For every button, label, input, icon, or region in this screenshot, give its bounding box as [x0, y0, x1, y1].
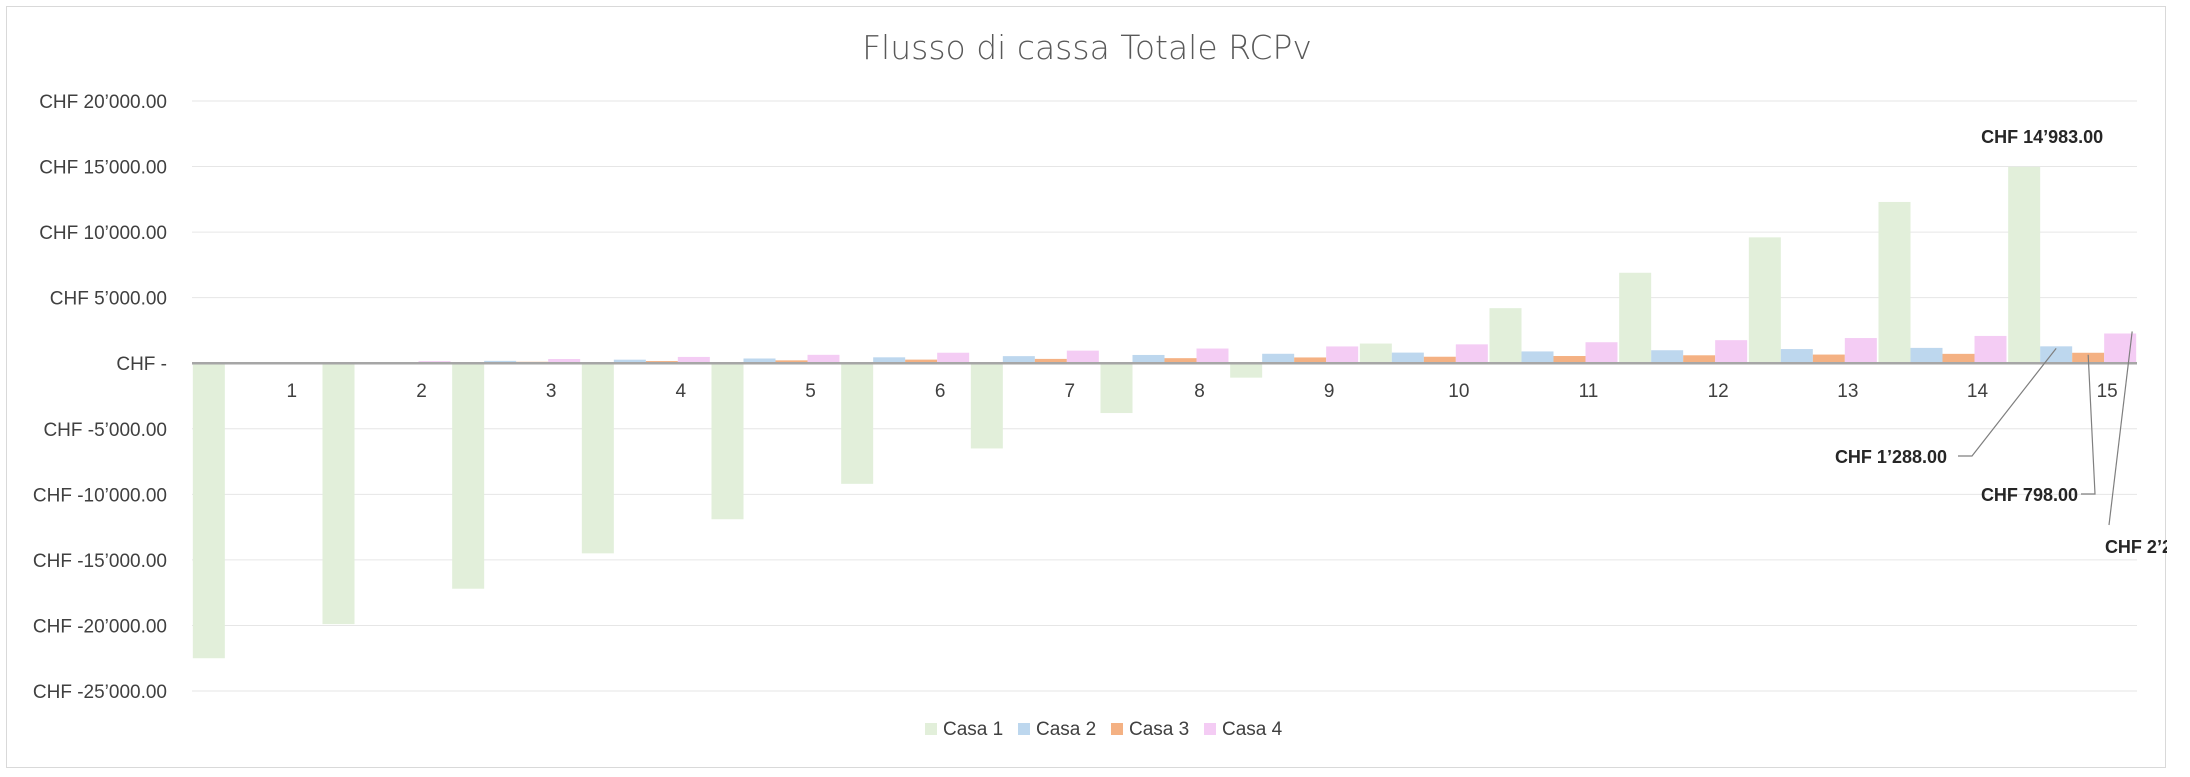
- data-labels: CHF 14’983.00 CHF 1’288.00 CHF 798.00 CHF 2…: [1835, 127, 2167, 557]
- bar-casa-2-13: [1780, 349, 1813, 364]
- bar-casa-2-11: [1521, 351, 1554, 364]
- y-tick-label: CHF 15’000.00: [39, 158, 167, 179]
- x-tick-label: 15: [2097, 381, 2118, 402]
- x-tick-label: 3: [546, 381, 557, 402]
- x-tick-label: 10: [1448, 381, 1469, 402]
- bar-casa-3-12: [1683, 355, 1716, 364]
- bar-casa-2-6: [873, 357, 906, 364]
- bar-casa-3-10: [1423, 356, 1456, 364]
- y-tick-label: CHF 10’000.00: [39, 223, 167, 244]
- bar-casa-1-8: [1100, 363, 1133, 414]
- bar-casa-1-13: [1748, 237, 1781, 364]
- bar-casa-1-2: [322, 363, 355, 625]
- y-tick-label: CHF 20’000.00: [39, 92, 167, 113]
- bar-casa-4-13: [1844, 338, 1877, 364]
- bar-casa-4-10: [1455, 344, 1488, 364]
- bar-casa-4-14: [1974, 335, 2007, 364]
- x-tick-label: 6: [935, 381, 946, 402]
- legend-swatch-casa-2: [1018, 723, 1030, 735]
- bar-casa-1-14: [1878, 201, 1911, 364]
- bar-casa-3-5: [775, 360, 808, 364]
- bar-casa-4-4: [677, 356, 710, 364]
- chart-frame: Flusso di cassa Totale RCPv CHF 20’000.0…: [6, 6, 2167, 768]
- y-tick-label: CHF -: [116, 354, 167, 375]
- y-tick-label: CHF -15’000.00: [33, 551, 167, 572]
- bar-casa-1-11: [1489, 308, 1522, 364]
- bar-casa-1-12: [1619, 272, 1652, 364]
- data-label-casa-2: CHF 1’288.00: [1835, 447, 1947, 467]
- x-tick-label: 9: [1324, 381, 1335, 402]
- bar-casa-1-6: [841, 363, 874, 484]
- y-tick-label: CHF -20’000.00: [33, 616, 167, 637]
- data-label-casa-3: CHF 798.00: [1981, 485, 2078, 505]
- x-tick-label: 7: [1065, 381, 1076, 402]
- legend-swatch-casa-1: [925, 723, 937, 735]
- bar-chart: Flusso di cassa Totale RCPv CHF 20’000.0…: [33, 28, 2167, 740]
- bar-casa-3-14: [1942, 353, 1975, 364]
- legend-label: Casa 4: [1222, 719, 1283, 740]
- x-tick-label: 13: [1837, 381, 1858, 402]
- x-tick-label: 1: [287, 381, 298, 402]
- legend-label: Casa 1: [943, 719, 1003, 740]
- bar-casa-1-9: [1230, 363, 1263, 378]
- leader-line: [1958, 347, 2057, 457]
- bar-casa-4-11: [1585, 342, 1618, 364]
- bar-casa-1-4: [581, 363, 614, 554]
- legend-swatch-casa-3: [1111, 723, 1123, 735]
- legend-label: Casa 2: [1036, 719, 1096, 740]
- bar-casa-1-10: [1359, 343, 1392, 364]
- bar-casa-2-5: [743, 358, 776, 364]
- bar-casa-1-5: [711, 363, 744, 520]
- bar-casa-2-10: [1391, 352, 1424, 364]
- bar-casa-1-15: [2008, 166, 2041, 364]
- bar-casa-3-11: [1553, 356, 1586, 364]
- chart-title: Flusso di cassa Totale RCPv: [862, 28, 1312, 67]
- bar-casa-2-12: [1651, 350, 1684, 364]
- legend-swatch-casa-4: [1204, 723, 1216, 735]
- y-axis: CHF 20’000.00 CHF 15’000.00 CHF 10’000.00 C…: [33, 92, 167, 703]
- bar-casa-2-9: [1262, 353, 1295, 364]
- bar-casa-2-8: [1132, 354, 1165, 364]
- x-tick-label: 14: [1967, 381, 1989, 402]
- bar-casa-4-5: [807, 354, 840, 364]
- y-tick-label: CHF 5’000.00: [50, 289, 167, 310]
- bar-casa-2-4: [613, 359, 646, 364]
- bar-casa-4-3: [548, 359, 581, 364]
- x-tick-label: 2: [416, 381, 427, 402]
- bars: [192, 166, 2137, 659]
- x-tick-label: 8: [1194, 381, 1205, 402]
- bar-casa-3-6: [905, 359, 938, 364]
- bar-casa-3-8: [1164, 358, 1197, 364]
- bar-casa-1-7: [970, 363, 1003, 449]
- bar-casa-3-7: [1034, 358, 1067, 364]
- data-label-casa-1: CHF 14’983.00: [1981, 127, 2103, 147]
- legend-label: Casa 3: [1129, 719, 1189, 740]
- x-tick-label: 11: [1579, 381, 1599, 402]
- y-tick-label: CHF -5’000.00: [43, 420, 167, 441]
- bar-casa-1-1: [192, 363, 225, 659]
- leader-line: [2081, 354, 2096, 495]
- x-tick-label: 5: [805, 381, 816, 402]
- bar-casa-4-12: [1715, 340, 1748, 364]
- bar-casa-4-7: [1066, 350, 1099, 364]
- x-axis: 1 2 3 4 5 6 7 8 9 10 11 12 13 14 15: [287, 381, 2118, 402]
- bar-casa-2-7: [1002, 356, 1035, 364]
- bar-casa-1-3: [452, 363, 485, 589]
- gridlines: [192, 100, 2137, 692]
- legend: Casa 1 Casa 2 Casa 3 Casa 4: [925, 719, 1283, 740]
- bar-casa-4-9: [1326, 346, 1359, 364]
- bar-casa-3-9: [1294, 357, 1327, 364]
- y-tick-label: CHF -25’000.00: [33, 682, 167, 703]
- bar-casa-2-14: [1910, 347, 1943, 364]
- bar-casa-4-8: [1196, 348, 1229, 364]
- x-tick-label: 12: [1708, 381, 1729, 402]
- x-tick-label: 4: [676, 381, 687, 402]
- y-tick-label: CHF -10’000.00: [33, 485, 167, 506]
- bar-casa-3-13: [1812, 354, 1845, 364]
- bar-casa-4-6: [937, 352, 970, 364]
- data-label-casa-4: CHF 2’268.00: [2105, 537, 2167, 557]
- leader-line: [2108, 331, 2133, 526]
